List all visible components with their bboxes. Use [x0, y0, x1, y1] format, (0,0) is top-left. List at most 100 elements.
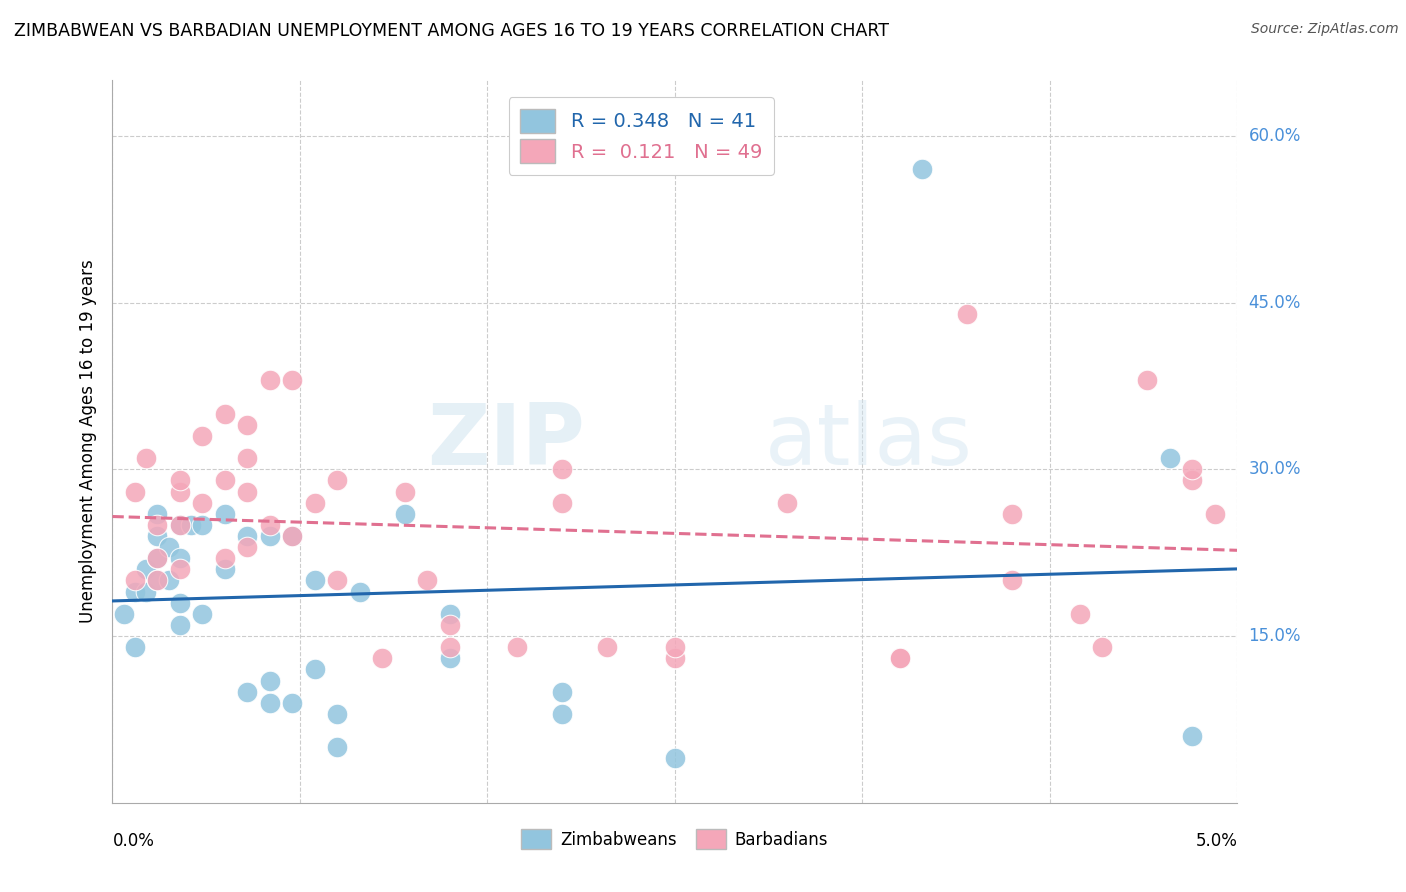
Point — [169, 517, 191, 532]
Text: 30.0%: 30.0% — [1249, 460, 1301, 478]
Point — [135, 562, 157, 576]
Point — [326, 706, 349, 721]
Point — [135, 584, 157, 599]
Point — [1159, 451, 1181, 466]
Point — [1181, 474, 1204, 488]
Point — [304, 496, 326, 510]
Point — [236, 451, 259, 466]
Point — [169, 517, 191, 532]
Point — [1181, 462, 1204, 476]
Point — [281, 529, 304, 543]
Point — [1136, 373, 1159, 387]
Point — [281, 373, 304, 387]
Point — [236, 484, 259, 499]
Point — [551, 462, 574, 476]
Legend: Zimbabweans, Barbadians: Zimbabweans, Barbadians — [515, 822, 835, 856]
Point — [304, 574, 326, 588]
Point — [1001, 507, 1024, 521]
Text: 15.0%: 15.0% — [1249, 627, 1301, 645]
Point — [889, 651, 911, 665]
Point — [1181, 729, 1204, 743]
Point — [416, 574, 439, 588]
Y-axis label: Unemployment Among Ages 16 to 19 years: Unemployment Among Ages 16 to 19 years — [79, 260, 97, 624]
Point — [259, 517, 281, 532]
Point — [146, 574, 169, 588]
Point — [157, 574, 180, 588]
Point — [236, 529, 259, 543]
Point — [214, 507, 236, 521]
Point — [146, 529, 169, 543]
Point — [236, 417, 259, 432]
Point — [776, 496, 799, 510]
Point — [146, 517, 169, 532]
Point — [135, 451, 157, 466]
Point — [259, 673, 281, 688]
Point — [371, 651, 394, 665]
Point — [1069, 607, 1091, 621]
Text: ZIMBABWEAN VS BARBADIAN UNEMPLOYMENT AMONG AGES 16 TO 19 YEARS CORRELATION CHART: ZIMBABWEAN VS BARBADIAN UNEMPLOYMENT AMO… — [14, 22, 889, 40]
Point — [214, 407, 236, 421]
Point — [191, 429, 214, 443]
Point — [146, 551, 169, 566]
Point — [112, 607, 135, 621]
Point — [169, 474, 191, 488]
Point — [146, 551, 169, 566]
Point — [214, 474, 236, 488]
Point — [236, 540, 259, 554]
Point — [180, 517, 202, 532]
Point — [439, 607, 461, 621]
Point — [664, 651, 686, 665]
Point — [169, 562, 191, 576]
Point — [191, 496, 214, 510]
Text: atlas: atlas — [765, 400, 973, 483]
Point — [169, 551, 191, 566]
Point — [191, 517, 214, 532]
Point — [124, 574, 146, 588]
Point — [214, 551, 236, 566]
Text: 5.0%: 5.0% — [1195, 831, 1237, 850]
Point — [191, 607, 214, 621]
Point — [259, 529, 281, 543]
Point — [304, 662, 326, 676]
Point — [124, 640, 146, 655]
Point — [281, 696, 304, 710]
Point — [394, 507, 416, 521]
Point — [124, 584, 146, 599]
Point — [956, 307, 979, 321]
Point — [551, 496, 574, 510]
Point — [1204, 507, 1226, 521]
Point — [439, 651, 461, 665]
Point — [146, 574, 169, 588]
Point — [281, 529, 304, 543]
Text: 60.0%: 60.0% — [1249, 127, 1301, 145]
Point — [1001, 574, 1024, 588]
Point — [889, 651, 911, 665]
Point — [326, 474, 349, 488]
Point — [439, 618, 461, 632]
Point — [326, 574, 349, 588]
Point — [214, 562, 236, 576]
Point — [157, 540, 180, 554]
Point — [169, 596, 191, 610]
Point — [349, 584, 371, 599]
Text: ZIP: ZIP — [427, 400, 585, 483]
Text: 45.0%: 45.0% — [1249, 293, 1301, 311]
Point — [506, 640, 529, 655]
Point — [394, 484, 416, 499]
Point — [1091, 640, 1114, 655]
Point — [259, 696, 281, 710]
Text: 0.0%: 0.0% — [112, 831, 155, 850]
Point — [326, 740, 349, 755]
Text: Source: ZipAtlas.com: Source: ZipAtlas.com — [1251, 22, 1399, 37]
Point — [169, 618, 191, 632]
Point — [664, 640, 686, 655]
Point — [259, 373, 281, 387]
Point — [236, 684, 259, 698]
Point — [664, 751, 686, 765]
Point — [169, 484, 191, 499]
Point — [124, 484, 146, 499]
Point — [596, 640, 619, 655]
Point — [146, 507, 169, 521]
Point — [551, 684, 574, 698]
Point — [911, 162, 934, 177]
